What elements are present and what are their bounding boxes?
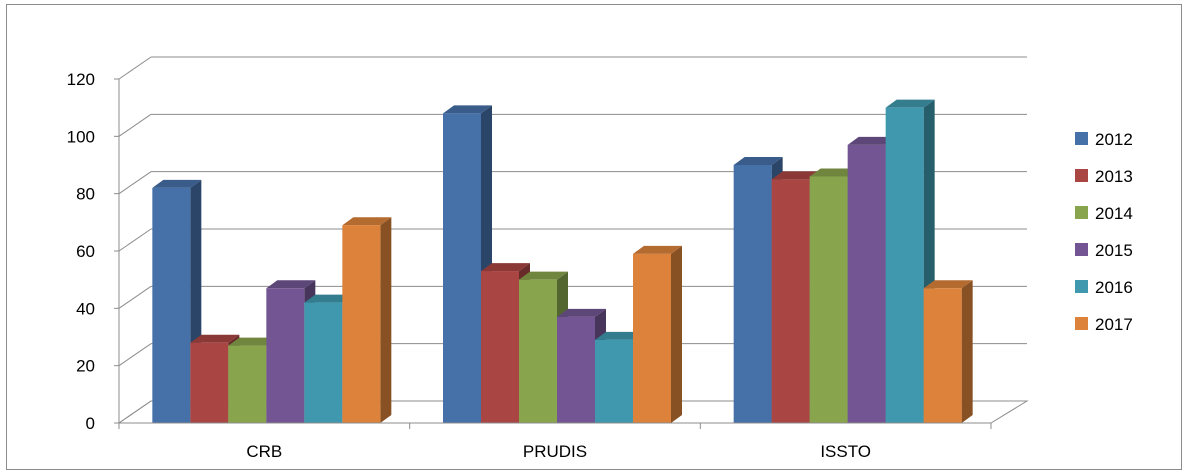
bar-front	[190, 342, 229, 423]
legend-swatch	[1075, 317, 1088, 330]
bar-top	[847, 136, 897, 145]
bar-side	[961, 280, 973, 423]
bar-front	[342, 225, 381, 423]
bar-top	[733, 157, 783, 165]
bar-side	[671, 245, 682, 423]
bar-top	[304, 294, 354, 303]
x-tick-label: PRUDIS	[523, 442, 587, 461]
bar-front	[152, 187, 191, 423]
bar-front	[847, 144, 886, 423]
bar	[923, 280, 973, 423]
legend-label: 2016	[1095, 278, 1133, 297]
axes: 0 20 40 60 80 100 120 CRB PRUDIS ISSTO	[67, 70, 992, 461]
legend-item: 2012	[1075, 130, 1133, 149]
bar-front	[885, 107, 924, 424]
bar-front	[481, 271, 519, 423]
gridline-diagonal	[118, 171, 152, 195]
x-tick-label: CRB	[246, 442, 282, 461]
bar-top	[923, 280, 973, 289]
chart-frame: 0 20 40 60 80 100 120 CRB PRUDIS ISSTO 2012 2013 20…	[6, 4, 1182, 470]
bar-front	[733, 165, 772, 423]
gridline-diagonal	[118, 343, 152, 367]
bar-front	[633, 253, 671, 423]
y-tick-label: 40	[76, 299, 95, 318]
bar-top	[771, 171, 821, 180]
bar-front	[557, 316, 595, 423]
legend-item: 2013	[1075, 167, 1133, 186]
legend-label: 2017	[1095, 315, 1133, 334]
legend-label: 2013	[1095, 167, 1133, 186]
legend-swatch	[1075, 280, 1088, 293]
legend-item: 2015	[1075, 241, 1133, 260]
bar	[633, 245, 682, 423]
bar-front	[443, 113, 481, 424]
gridline-diagonal	[118, 113, 152, 137]
bar-front	[771, 179, 810, 423]
legend-item: 2017	[1075, 315, 1133, 334]
bar	[342, 217, 392, 423]
legend-swatch	[1075, 132, 1088, 145]
bar-top	[443, 105, 492, 114]
legend-label: 2012	[1095, 130, 1133, 149]
bar	[557, 308, 606, 423]
bar-top	[152, 179, 202, 188]
y-tick-label: 0	[86, 414, 95, 433]
legend-swatch	[1075, 206, 1088, 219]
legend-swatch	[1075, 169, 1088, 182]
y-tick-label: 20	[76, 357, 95, 376]
y-tick-label: 80	[76, 185, 95, 204]
gridline-diagonal	[118, 56, 152, 80]
y-tick-label: 60	[76, 242, 95, 261]
gridline-diagonal	[118, 400, 152, 424]
legend-label: 2015	[1095, 241, 1133, 260]
bar-top	[190, 334, 240, 343]
bar-front	[923, 288, 962, 423]
bar-top	[342, 217, 392, 226]
gridline-diagonal	[118, 285, 152, 309]
x-tick-label: ISSTO	[820, 442, 871, 461]
legend-item: 2014	[1075, 204, 1133, 223]
bar-top	[633, 245, 682, 254]
legend-label: 2014	[1095, 204, 1133, 223]
bar-top	[266, 280, 316, 289]
legend-item: 2016	[1075, 278, 1133, 297]
bar-top	[228, 337, 278, 346]
y-tick-label: 100	[67, 127, 95, 146]
gridline-diagonal	[118, 228, 152, 252]
bar-front	[519, 279, 557, 423]
bar-top	[595, 331, 644, 340]
bar-top	[885, 99, 935, 108]
bar-front	[595, 339, 633, 423]
bar-top	[557, 308, 606, 317]
y-tick-label: 120	[67, 70, 95, 89]
bar	[443, 105, 492, 424]
bar-front	[228, 345, 267, 423]
legend: 2012 2013 2014 2015 2016 2017	[1075, 130, 1133, 334]
bar-top	[519, 271, 568, 280]
bar-top	[481, 263, 530, 272]
bar-side	[380, 217, 392, 423]
legend-swatch	[1075, 243, 1088, 256]
bar-top	[809, 168, 859, 177]
bars	[152, 99, 973, 424]
bar-front	[266, 288, 305, 423]
bar-front	[304, 302, 343, 423]
bar-front	[809, 176, 848, 423]
